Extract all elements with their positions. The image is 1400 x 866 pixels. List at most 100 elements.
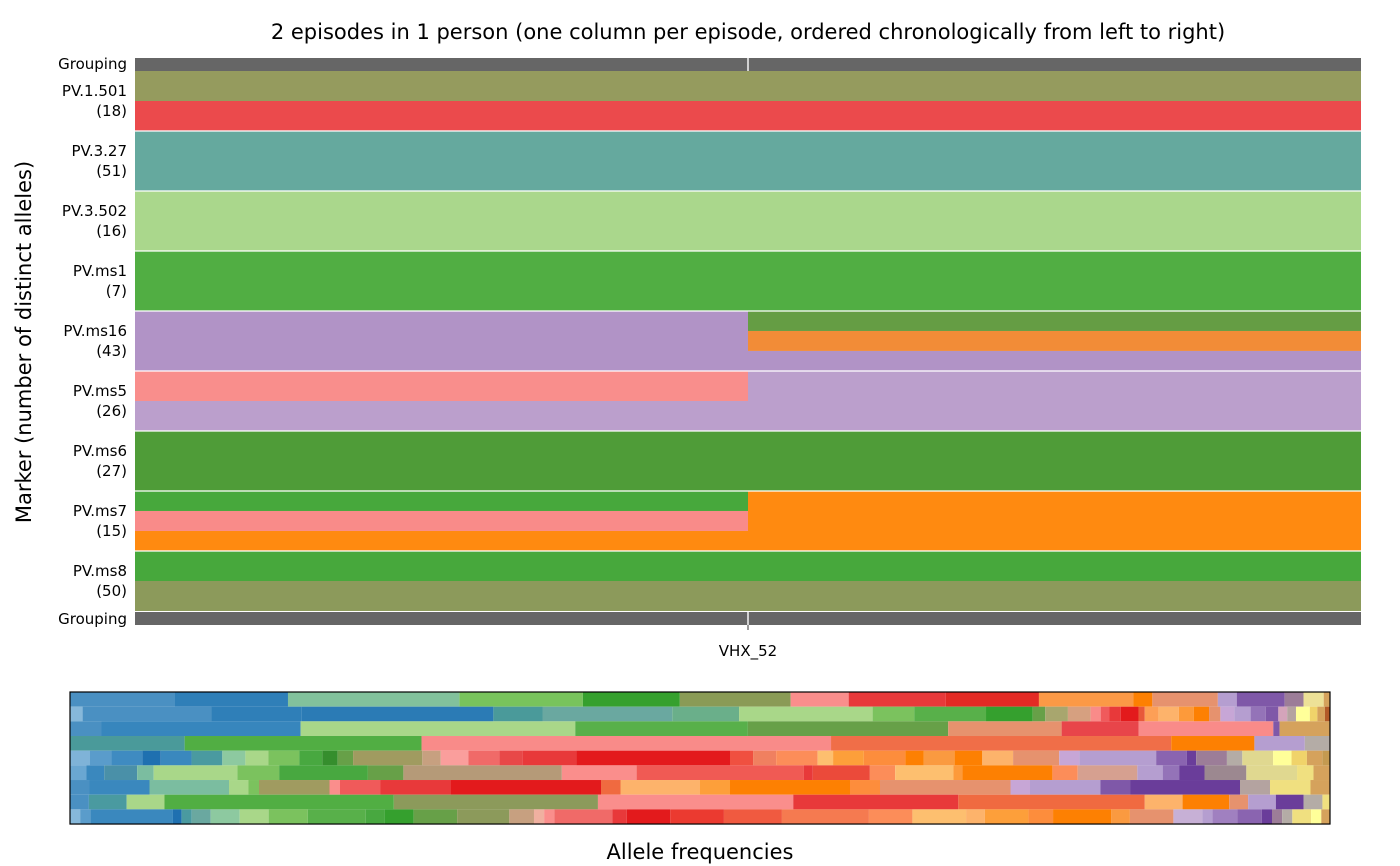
frequency-bar-PV.ms1-7 — [1304, 736, 1330, 751]
frequency-bar-PV.3.27-7 — [672, 706, 740, 722]
frequency-bar-PV.ms6-2 — [89, 780, 150, 795]
frequency-bar-PV.ms6-1 — [70, 780, 90, 795]
frequency-bar-PV.ms16-13 — [353, 750, 423, 766]
frequency-bar-PV.3.27-25 — [1220, 706, 1235, 722]
frequency-bar-PV.ms6-5 — [248, 780, 259, 795]
frequency-bar-PV.ms8-5 — [181, 809, 192, 825]
allele-cell-PV.1.501-ep2-2 — [748, 101, 1361, 131]
frequency-bar-PV.ms16-2 — [90, 750, 112, 766]
frequency-bar-PV.3.27-15 — [1090, 706, 1101, 722]
frequency-bar-PV.ms8-3 — [90, 809, 173, 825]
frequency-bar-PV.ms8-21 — [670, 809, 724, 825]
frequency-bar-PV.3.27-9 — [872, 706, 915, 722]
frequency-bar-PV.3.27-34 — [1324, 706, 1330, 722]
allele-cell-PV.3.27-ep2-1 — [748, 131, 1361, 191]
frequency-bar-PV.ms16-4 — [142, 750, 161, 766]
frequency-bar-PV.ms7-6 — [597, 794, 794, 810]
frequency-bar-PV.1.501-10 — [1038, 692, 1134, 707]
frequency-bar-PV.ms16-1 — [70, 750, 90, 766]
frequency-bar-PV.ms16-25 — [863, 750, 906, 766]
frequency-bar-PV.3.27-27 — [1250, 706, 1266, 722]
frequency-bar-PV.1.501-16 — [1303, 692, 1324, 707]
frequency-bar-PV.ms5-15 — [895, 765, 954, 781]
frequency-bar-PV.ms16-29 — [982, 750, 1014, 766]
frequency-bar-PV.ms16-7 — [222, 750, 246, 766]
frequency-bar-PV.ms8-32 — [1173, 809, 1203, 825]
frequency-bar-PV.3.502-1 — [70, 721, 102, 737]
frequency-bar-PV.3.27-17 — [1109, 706, 1121, 722]
frequency-bar-PV.ms16-23 — [817, 750, 834, 766]
frequency-bar-PV.ms8-41 — [1321, 809, 1330, 825]
frequency-bar-PV.3.502-6 — [948, 721, 1062, 737]
frequency-bar-PV.ms16-24 — [833, 750, 864, 766]
allele-cell-PV.ms5-ep1-2 — [135, 401, 748, 431]
frequency-bar-PV.ms5-7 — [279, 765, 368, 781]
allele-cell-PV.1.501-ep2-1 — [748, 71, 1361, 101]
frequency-bar-PV.ms6-10 — [451, 780, 601, 795]
frequency-bar-PV.1.501-11 — [1133, 692, 1153, 707]
allele-cell-PV.ms6-ep2-1 — [748, 431, 1361, 491]
frequency-bar-PV.ms16-17 — [499, 750, 523, 766]
frequency-bar-PV.ms6-12 — [620, 780, 700, 795]
frequency-bar-PV.1.501-13 — [1217, 692, 1237, 707]
frequency-bar-PV.ms6-17 — [1010, 780, 1030, 795]
y-tick-PV.3.502-name: PV.3.502 — [61, 202, 127, 220]
frequency-bar-PV.ms8-14 — [457, 809, 510, 825]
frequency-bar-PV.1.501-2 — [174, 692, 288, 707]
frequency-bar-PV.ms6-4 — [229, 780, 249, 795]
y-tick-PV.ms6-count: (27) — [96, 462, 127, 480]
frequency-bar-PV.3.27-8 — [739, 706, 873, 722]
allele-cell-PV.ms8-ep2-1 — [748, 551, 1361, 581]
frequency-bar-PV.3.27-21 — [1158, 706, 1179, 722]
y-tick-PV.ms6-name: PV.ms6 — [72, 442, 127, 460]
frequency-bar-PV.ms16-18 — [522, 750, 577, 766]
frequency-bar-PV.ms6-6 — [259, 780, 330, 795]
allele-cell-PV.ms5-ep2-1 — [748, 371, 1361, 431]
frequency-bar-PV.ms16-31 — [1059, 750, 1080, 766]
frequency-bar-PV.ms7-7 — [793, 794, 959, 810]
frequency-bar-PV.ms6-14 — [730, 780, 850, 795]
allele-cell-PV.ms7-ep1-3 — [135, 530, 748, 551]
frequency-bar-PV.1.501-5 — [582, 692, 680, 707]
frequency-bar-PV.3.502-7 — [1061, 721, 1139, 737]
y-tick-grouping-bottom: Grouping — [58, 609, 127, 628]
x-tick-label: VHX_52 — [718, 642, 778, 660]
frequency-bar-PV.ms5-12 — [803, 765, 813, 781]
frequency-bar-PV.3.27-3 — [211, 706, 302, 722]
frequency-bar-PV.1.501-7 — [790, 692, 849, 707]
allele-cell-PV.3.502-ep1-1 — [135, 191, 748, 251]
frequency-bar-PV.ms8-9 — [268, 809, 308, 825]
frequency-bar-PV.ms16-30 — [1013, 750, 1060, 766]
frequency-bar-PV.ms6-18 — [1030, 780, 1101, 795]
frequency-bar-PV.1.501-15 — [1284, 692, 1304, 707]
frequency-bar-PV.ms16-37 — [1242, 750, 1274, 766]
y-tick-PV.ms1-count: (7) — [105, 282, 127, 300]
frequency-bar-PV.ms6-13 — [700, 780, 730, 795]
y-tick-PV.1.501-name: PV.1.501 — [61, 82, 127, 100]
frequency-bar-PV.ms7-11 — [1229, 794, 1249, 810]
frequency-bar-PV.ms8-22 — [723, 809, 782, 825]
frequency-bar-PV.ms16-12 — [337, 750, 354, 766]
frequency-bar-PV.ms5-5 — [153, 765, 238, 781]
allele-cell-PV.ms1-ep2-1 — [748, 251, 1361, 311]
allele-cell-PV.ms16-ep2-1 — [748, 311, 1361, 331]
frequency-bar-PV.3.502-4 — [575, 721, 748, 737]
y-tick-PV.ms7-name: PV.ms7 — [72, 502, 127, 520]
frequency-bar-PV.ms7-3 — [126, 794, 165, 810]
frequency-bar-PV.3.27-16 — [1100, 706, 1110, 722]
frequency-bar-PV.3.27-19 — [1138, 706, 1145, 722]
frequency-bar-PV.ms8-30 — [1111, 809, 1130, 825]
y-tick-PV.ms7-count: (15) — [96, 522, 127, 540]
frequency-bar-PV.ms8-36 — [1261, 809, 1273, 825]
frequency-bar-PV.ms16-10 — [299, 750, 323, 766]
frequency-bar-PV.ms6-20 — [1130, 780, 1240, 795]
frequency-bar-PV.1.501-14 — [1236, 692, 1285, 707]
frequency-bar-PV.ms7-8 — [958, 794, 1145, 810]
allele-cell-PV.ms7-ep1-1 — [135, 491, 748, 511]
frequency-panel-border — [69, 691, 1331, 825]
frequency-bar-PV.ms8-12 — [384, 809, 414, 825]
frequency-bar-PV.ms5-13 — [812, 765, 870, 781]
frequency-bar-PV.3.27-5 — [493, 706, 543, 722]
frequency-bar-PV.3.27-2 — [82, 706, 212, 722]
